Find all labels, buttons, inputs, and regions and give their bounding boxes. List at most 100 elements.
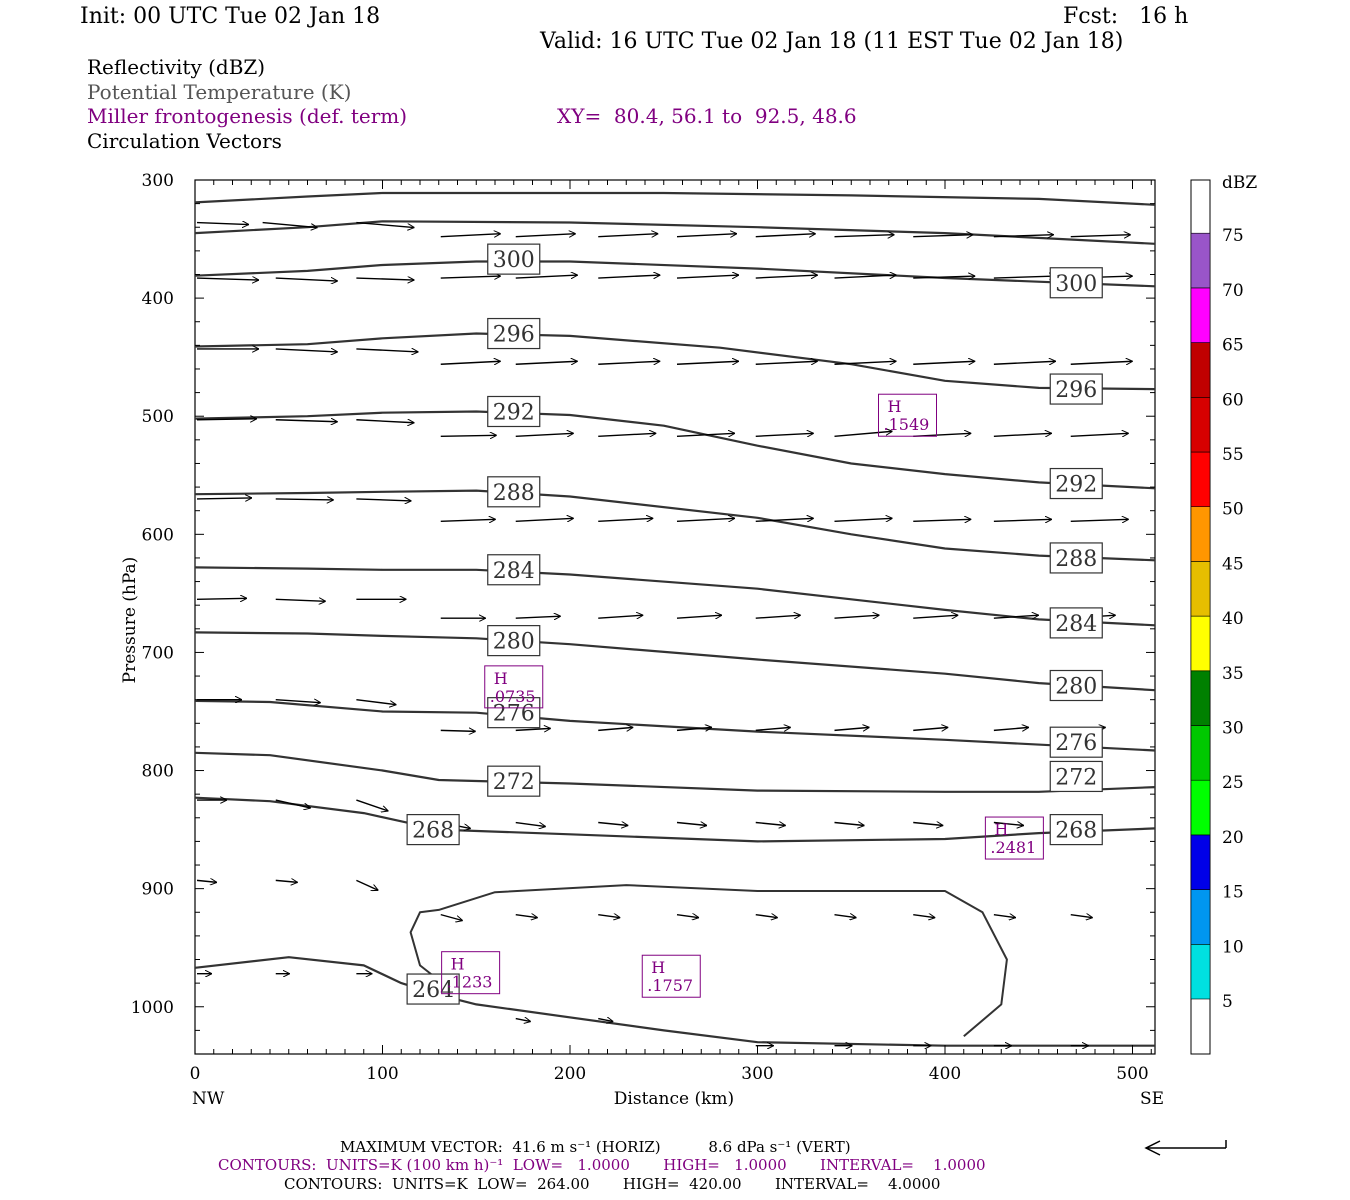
theta-contour-276 — [194, 699, 1156, 752]
circulation-vector — [598, 361, 660, 364]
colorbar-swatch — [1190, 506, 1211, 562]
theta-label-284: 284 — [1049, 607, 1103, 639]
y-tick-label: 1000 — [131, 998, 174, 1018]
theta-label-box — [406, 973, 460, 1005]
theta-label-text: 268 — [412, 819, 454, 844]
theta-contour-280 — [194, 631, 1156, 692]
frontogenesis-max-box — [641, 954, 701, 998]
theta-label-276: 276 — [487, 697, 541, 729]
circulation-vector — [834, 823, 865, 826]
circulation-vector — [913, 276, 975, 278]
y-tick-label: 900 — [142, 880, 174, 900]
theta-label-300: 300 — [1049, 267, 1103, 299]
theta-label-box — [1049, 267, 1103, 299]
theta-contour-284 — [194, 566, 1156, 627]
frontogenesis-max-box — [984, 816, 1044, 860]
circulation-vector — [993, 519, 1052, 521]
circulation-vector — [755, 234, 816, 237]
theta-label-box — [487, 554, 541, 586]
theta-label-box — [1049, 607, 1103, 639]
circulation-vector — [598, 518, 653, 521]
contours-theta-text: CONTOURS: UNITS=K LOW= 264.00 HIGH= 420.… — [284, 1175, 941, 1193]
circulation-vector — [196, 278, 259, 280]
theta-label-box — [1049, 813, 1103, 846]
theta-label-text: 296 — [493, 323, 535, 348]
theta-label-288: 288 — [1049, 542, 1103, 574]
circulation-vector — [993, 727, 1029, 730]
frontogenesis-max-value: .1549 — [884, 415, 930, 434]
theta-label-box — [487, 395, 541, 428]
circulation-vector — [993, 915, 1016, 918]
circulation-vector — [676, 823, 707, 826]
theta-contour-unlabeled — [194, 220, 1156, 245]
circulation-vector — [913, 915, 935, 918]
circulation-vector — [440, 435, 497, 436]
circulation-vector — [275, 700, 321, 703]
theta-label-box — [406, 813, 460, 846]
theta-label-box — [487, 243, 541, 275]
colorbar-label: 60 — [1222, 390, 1244, 410]
theta-label-box — [487, 317, 541, 350]
theta-contour-264 — [194, 956, 1155, 1047]
colorbar-swatch — [1190, 232, 1211, 289]
theta-label-text: 284 — [1055, 612, 1097, 637]
colorbar-swatch — [1190, 561, 1211, 617]
circulation-vector — [515, 821, 546, 827]
circulation-vector — [1070, 915, 1093, 918]
circulation-vector — [356, 698, 396, 705]
frontogenesis-max-value: .0735 — [490, 687, 536, 706]
circulation-vector — [440, 913, 463, 921]
colorbar-swatch — [1190, 889, 1211, 945]
theta-label-box — [487, 697, 541, 729]
circulation-vector — [515, 518, 574, 521]
x-tick-label: 500 — [1116, 1064, 1148, 1084]
colorbar-title: dBZ — [1222, 173, 1257, 193]
theta-label-box — [487, 476, 541, 508]
contours-fronto-text: CONTOURS: UNITS=K (100 km h)⁻¹ LOW= 1.00… — [218, 1156, 986, 1174]
frontogenesis-max-h: H — [994, 820, 1008, 839]
circulation-vector — [275, 420, 338, 422]
circulation-vector — [755, 615, 801, 618]
theta-label-text: 276 — [493, 702, 535, 727]
circulation-vector — [834, 615, 880, 618]
x-tick-label: 100 — [366, 1064, 398, 1084]
circulation-vector — [196, 419, 257, 420]
max-vector-text: MAXIMUM VECTOR: 41.6 m s⁻¹ (HORIZ) 8.6 d… — [340, 1138, 851, 1156]
frontogenesis-max-label: H.1233 — [441, 951, 501, 995]
frontogenesis-max-h: H — [494, 669, 508, 688]
cross-section-xy: XY= 80.4, 56.1 to 92.5, 48.6 — [557, 104, 857, 128]
colorbar-label: 5 — [1222, 992, 1233, 1012]
circulation-vector — [1070, 361, 1133, 364]
circulation-vector — [676, 727, 712, 730]
colorbar-swatch — [1190, 943, 1211, 1000]
colorbar-label: 40 — [1222, 609, 1244, 629]
theta-label-272: 272 — [1049, 760, 1103, 793]
theta-label-box — [1049, 467, 1103, 500]
circulation-vector — [755, 727, 791, 730]
circulation-vector — [440, 276, 501, 278]
theta-label-text: 272 — [493, 770, 535, 795]
valid-time: Valid: 16 UTC Tue 02 Jan 18 (11 EST Tue … — [540, 29, 1124, 54]
circulation-vector — [275, 880, 298, 882]
field-frontogenesis: Miller frontogenesis (def. term) — [87, 104, 408, 128]
frontogenesis-max-label: H.1757 — [641, 954, 701, 998]
circulation-vector — [275, 349, 338, 352]
colorbar-label: 35 — [1222, 664, 1244, 684]
frontogenesis-max-value: .1233 — [447, 973, 493, 992]
y-tick-label: 500 — [142, 407, 174, 427]
circulation-vector — [993, 235, 1054, 237]
circulation-vector — [440, 361, 501, 364]
field-theta: Potential Temperature (K) — [87, 80, 352, 104]
circulation-vector — [834, 431, 893, 437]
colorbar-swatch — [1190, 670, 1211, 726]
theta-label-text: 276 — [1055, 731, 1097, 756]
circulation-vector — [913, 519, 971, 521]
circulation-vector — [598, 234, 658, 237]
y-tick-label: 400 — [142, 289, 174, 309]
circulation-vector — [913, 823, 943, 826]
colorbar-swatch — [1190, 451, 1211, 508]
colorbar-label: 25 — [1222, 773, 1244, 793]
y-axis-title: Pressure (hPa) — [120, 557, 140, 684]
circulation-vector — [913, 615, 958, 618]
colorbar-swatch — [1190, 287, 1211, 343]
